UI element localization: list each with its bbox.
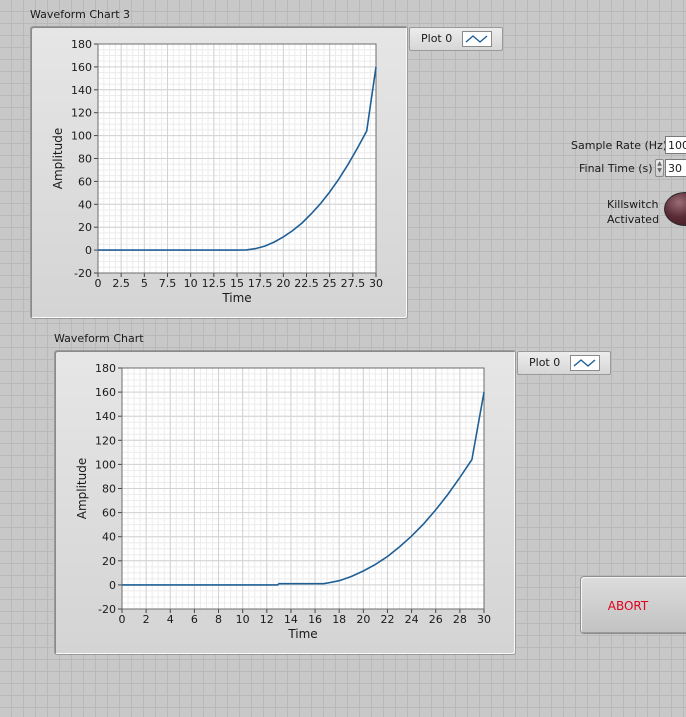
y-axis-label: Amplitude bbox=[51, 128, 65, 190]
x-tick-label: 2 bbox=[143, 613, 150, 626]
y-tick-label: 20 bbox=[78, 221, 92, 234]
chart2-legend-label: Plot 0 bbox=[529, 356, 561, 369]
x-tick-label: 18 bbox=[332, 613, 346, 626]
x-tick-label: 22 bbox=[380, 613, 394, 626]
y-tick-label: 140 bbox=[95, 410, 116, 423]
x-tick-label: 2.5 bbox=[112, 277, 130, 290]
x-tick-label: 27.5 bbox=[341, 277, 366, 290]
final-time-stepper[interactable]: ▲ ▼ bbox=[655, 159, 664, 177]
y-tick-label: -20 bbox=[74, 267, 92, 280]
series-line-plot-0 bbox=[122, 391, 485, 586]
line-style-icon bbox=[462, 31, 492, 47]
x-tick-label: 8 bbox=[215, 613, 222, 626]
x-tick-label: 14 bbox=[284, 613, 298, 626]
y-axis-label: Amplitude bbox=[75, 458, 89, 520]
x-axis-label: Time bbox=[221, 291, 251, 305]
x-tick-label: 6 bbox=[191, 613, 198, 626]
y-tick-label: 100 bbox=[71, 130, 92, 143]
x-tick-label: 10 bbox=[184, 277, 198, 290]
killswitch-label-line1: Killswitch bbox=[607, 198, 659, 211]
y-tick-label: 80 bbox=[78, 153, 92, 166]
y-tick-label: 120 bbox=[95, 434, 116, 447]
x-tick-label: 28 bbox=[453, 613, 467, 626]
chart2-title: Waveform Chart bbox=[54, 332, 144, 345]
x-tick-label: 7.5 bbox=[159, 277, 177, 290]
y-tick-label: 180 bbox=[95, 362, 116, 375]
y-tick-label: 0 bbox=[85, 244, 92, 257]
chart2-legend[interactable]: Plot 0 bbox=[517, 351, 611, 375]
sample-rate-label: Sample Rate (Hz) bbox=[571, 139, 668, 152]
y-tick-label: 100 bbox=[95, 458, 116, 471]
y-tick-label: 160 bbox=[71, 61, 92, 74]
x-tick-label: 0 bbox=[119, 613, 126, 626]
x-tick-label: 17.5 bbox=[248, 277, 273, 290]
y-tick-label: 40 bbox=[102, 531, 116, 544]
chart1-title: Waveform Chart 3 bbox=[30, 8, 131, 21]
x-tick-label: 22.5 bbox=[294, 277, 319, 290]
x-tick-label: 12 bbox=[260, 613, 274, 626]
final-time-input[interactable]: 30 bbox=[665, 159, 686, 177]
plot-border bbox=[97, 43, 377, 274]
sample-rate-input[interactable]: 100 bbox=[665, 136, 686, 154]
x-tick-label: 10 bbox=[236, 613, 250, 626]
x-tick-label: 20 bbox=[356, 613, 370, 626]
x-tick-label: 25 bbox=[323, 277, 337, 290]
y-tick-label: 60 bbox=[102, 507, 116, 520]
x-tick-label: 4 bbox=[167, 613, 174, 626]
x-tick-label: 12.5 bbox=[202, 277, 227, 290]
series-line-plot-0 bbox=[98, 66, 377, 251]
plot-border bbox=[121, 367, 485, 610]
x-tick-label: 20 bbox=[276, 277, 290, 290]
x-tick-label: 0 bbox=[95, 277, 102, 290]
y-tick-label: 120 bbox=[71, 107, 92, 120]
y-tick-label: 140 bbox=[71, 84, 92, 97]
y-tick-label: -20 bbox=[98, 603, 116, 616]
y-tick-label: 60 bbox=[78, 175, 92, 188]
x-tick-label: 30 bbox=[477, 613, 491, 626]
y-tick-label: 160 bbox=[95, 386, 116, 399]
line-style-icon bbox=[570, 355, 600, 371]
y-tick-label: 20 bbox=[102, 555, 116, 568]
x-tick-label: 26 bbox=[429, 613, 443, 626]
y-tick-label: 0 bbox=[109, 579, 116, 592]
killswitch-label-line2: Activated bbox=[607, 213, 660, 226]
final-time-label: Final Time (s) bbox=[579, 162, 653, 175]
y-tick-label: 180 bbox=[71, 38, 92, 51]
abort-button[interactable]: ABORT bbox=[580, 576, 686, 634]
x-axis-label: Time bbox=[287, 627, 317, 641]
y-tick-label: 40 bbox=[78, 198, 92, 211]
chart1-legend[interactable]: Plot 0 bbox=[409, 27, 503, 51]
x-tick-label: 15 bbox=[230, 277, 244, 290]
x-tick-label: 5 bbox=[141, 277, 148, 290]
x-tick-label: 16 bbox=[308, 613, 322, 626]
y-tick-label: 80 bbox=[102, 483, 116, 496]
abort-label: ABORT bbox=[607, 599, 649, 613]
chart1-legend-label: Plot 0 bbox=[421, 32, 453, 45]
x-tick-label: 30 bbox=[369, 277, 383, 290]
x-tick-label: 24 bbox=[405, 613, 419, 626]
